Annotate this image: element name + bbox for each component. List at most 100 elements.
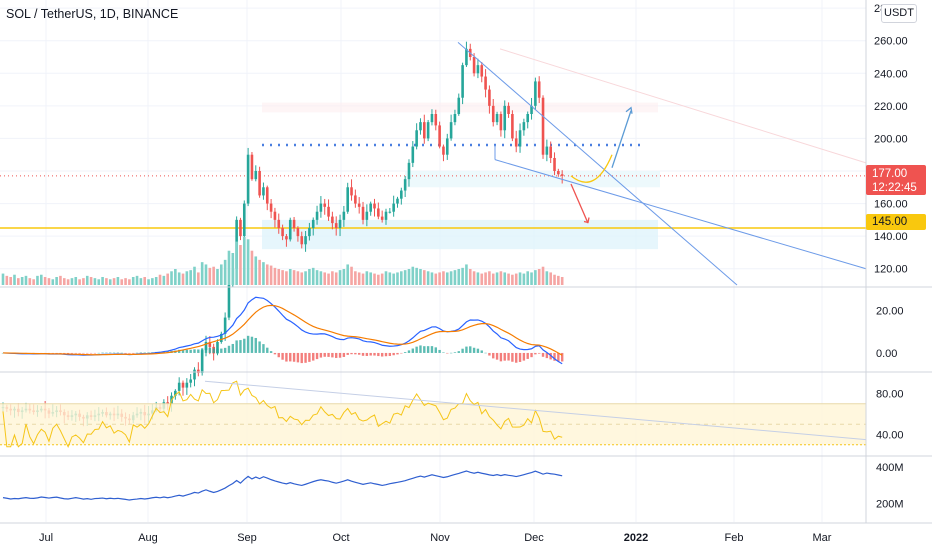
macd-histogram-bar (281, 352, 284, 360)
volume-bar (400, 271, 403, 285)
macd-histogram-bar (86, 352, 89, 354)
volume-bar (32, 279, 35, 285)
macd-histogram-bar (384, 352, 388, 357)
macd-histogram-bar (365, 352, 369, 356)
volume-bar (281, 270, 284, 285)
macd-histogram-bar (82, 352, 85, 354)
volume-bar (537, 269, 541, 285)
macd-histogram-bar (342, 352, 346, 357)
x-tick-label: Feb (725, 532, 744, 544)
candle-body (262, 187, 265, 196)
volume-bar (13, 274, 16, 285)
volume-bar (70, 278, 74, 285)
volume-bar (453, 270, 457, 285)
obv-pane (2, 470, 563, 501)
macd-histogram-bar (541, 352, 545, 357)
volume-bar (101, 277, 104, 285)
volume-bar (269, 265, 273, 285)
candle-body (334, 223, 338, 228)
candle-body (193, 369, 196, 380)
candle-body (239, 219, 242, 237)
macd-histogram-bar (465, 346, 468, 353)
macd-histogram-bar (292, 352, 296, 362)
volume-bar (74, 277, 78, 285)
volume-bar (246, 239, 250, 285)
volume-bar (189, 270, 192, 285)
macd-histogram-bar (530, 352, 533, 358)
macd-histogram-bar (132, 352, 135, 354)
volume-bar (319, 271, 323, 285)
candle-body (407, 162, 411, 180)
volume-bar (277, 269, 281, 285)
macd-histogram-bar (189, 349, 192, 353)
rsi-tick-label: 80.00 (876, 389, 904, 401)
volume-bar (311, 267, 315, 285)
volume-bar (97, 279, 101, 285)
macd-histogram-bar (246, 335, 250, 353)
macd-histogram-bar (377, 352, 380, 357)
volume-bar (419, 269, 422, 285)
candle-body (327, 206, 330, 217)
candle-body (503, 105, 507, 131)
volume-bar (449, 271, 453, 285)
macd-histogram-bar (101, 352, 104, 354)
current-price-tag: 177.00 12:22:45 (866, 165, 926, 195)
macd-histogram-bar (78, 352, 81, 354)
volume-bar (177, 272, 181, 285)
macd-histogram-bar (59, 352, 62, 354)
macd-histogram-bar (300, 352, 303, 364)
volume-bar (235, 241, 238, 285)
candle-body (415, 130, 418, 147)
macd-histogram-bar (396, 352, 399, 355)
macd-histogram-bar (200, 348, 204, 353)
macd-histogram-bar (515, 352, 518, 363)
volume-bar (36, 275, 39, 285)
macd-histogram-bar (223, 347, 227, 353)
volume-bar (526, 271, 530, 285)
volume-bar (296, 271, 300, 285)
volume-bar (131, 277, 135, 285)
macd-histogram-bar (503, 352, 506, 361)
candle-body (200, 350, 204, 373)
volume-bar (377, 274, 380, 285)
candle-body (472, 57, 476, 74)
candle-body (522, 122, 526, 131)
candle-body (242, 203, 246, 237)
macd-histogram-bar (373, 352, 376, 356)
volume-bar (143, 277, 147, 285)
macd-histogram-bar (557, 352, 560, 362)
volume-bar (308, 269, 311, 285)
macd-histogram-bar (262, 344, 265, 353)
volume-bar (327, 273, 330, 285)
candle-body (227, 285, 231, 318)
volume-bar (242, 237, 246, 285)
y-tick-label: 140.00 (874, 231, 908, 243)
macd-histogram-bar (66, 352, 70, 354)
y-tick-label: 120.00 (874, 264, 908, 276)
candle-body (365, 211, 369, 220)
candle-body (388, 211, 392, 213)
volume-bar (507, 273, 510, 285)
candle-body (361, 206, 365, 220)
candle-body (534, 81, 537, 106)
volume-bar (59, 275, 62, 285)
candle-body (507, 105, 510, 114)
volume-bar (557, 275, 560, 285)
macd-histogram-bar (120, 352, 123, 354)
volume-bar (250, 250, 254, 285)
volume-bar (254, 256, 258, 285)
currency-button[interactable]: USDT (881, 4, 917, 23)
macd-histogram-bar (193, 349, 196, 353)
volume-bar (208, 267, 212, 285)
rsi-trendline (204, 380, 867, 441)
macd-pane (1, 296, 564, 365)
macd-histogram-bar (492, 352, 495, 359)
volume-bar (170, 271, 173, 285)
candle-body (216, 342, 219, 354)
candle-body (300, 236, 304, 245)
volume-bar (396, 272, 399, 285)
macd-histogram-bar (124, 352, 127, 354)
volume-bar (354, 271, 357, 285)
candle-body (354, 195, 357, 204)
y-tick-label: 200.00 (874, 133, 908, 145)
